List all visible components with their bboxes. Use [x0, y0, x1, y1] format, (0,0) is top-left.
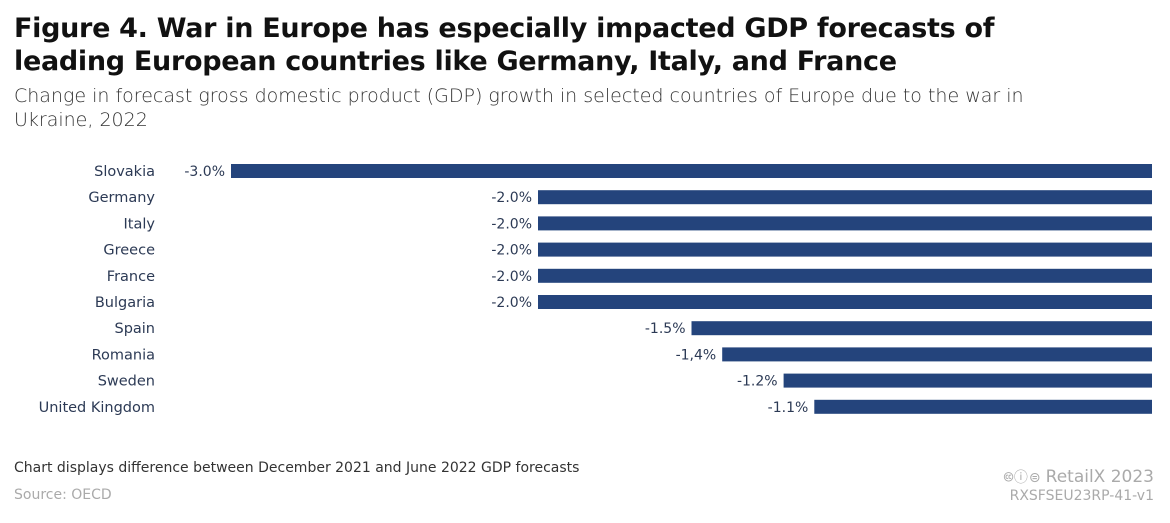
data-label: -3.0% [184, 164, 225, 180]
data-label: -1.1% [768, 400, 809, 416]
chart-title: Figure 4. War in Europe has especially i… [14, 13, 995, 77]
chart-subtitle: Change in forecast gross domestic produc… [14, 85, 1024, 131]
bar [814, 399, 1152, 414]
bar [783, 373, 1152, 388]
category-label: Slovakia [94, 164, 155, 180]
bar [691, 321, 1152, 336]
category-label: Spain [114, 321, 155, 337]
brand-label: 🅭ⓘ⊜ RetailX 2023 [1004, 467, 1154, 487]
category-label: Greece [103, 243, 155, 259]
data-label: -2.0% [491, 243, 532, 259]
category-label: Sweden [98, 374, 155, 390]
data-label: -2.0% [491, 295, 532, 311]
data-label: -2.0% [491, 216, 532, 232]
data-label: -2.0% [491, 269, 532, 285]
category-label: Italy [124, 216, 156, 232]
bar [722, 347, 1152, 362]
bar [538, 242, 1152, 257]
category-label: France [107, 269, 155, 285]
category-label: Germany [88, 190, 155, 206]
data-label: -1,4% [676, 347, 717, 363]
data-label: -1.5% [645, 321, 686, 337]
category-label: Bulgaria [95, 295, 155, 311]
bar [538, 268, 1152, 283]
data-label: -2.0% [491, 190, 532, 206]
data-label: -1.2% [737, 374, 778, 390]
brand-text: RetailX 2023 [1045, 467, 1154, 487]
category-label: Romania [92, 347, 155, 363]
bar [231, 164, 1152, 178]
cc-by-nd-icon: 🅭ⓘ⊜ [1004, 470, 1042, 486]
figure-code: RXSFSEU23RP-41-v1 [1009, 488, 1154, 504]
chart-note: Chart displays difference between Decemb… [14, 460, 580, 476]
bar-chart: Slovakia -3.0% Germany -2.0% Italy -2.0% Greec… [39, 164, 1152, 416]
category-label: United Kingdom [39, 400, 155, 416]
bar [538, 190, 1152, 205]
source-label: Source: OECD [14, 487, 112, 503]
bar [538, 295, 1152, 309]
bar [538, 216, 1152, 231]
